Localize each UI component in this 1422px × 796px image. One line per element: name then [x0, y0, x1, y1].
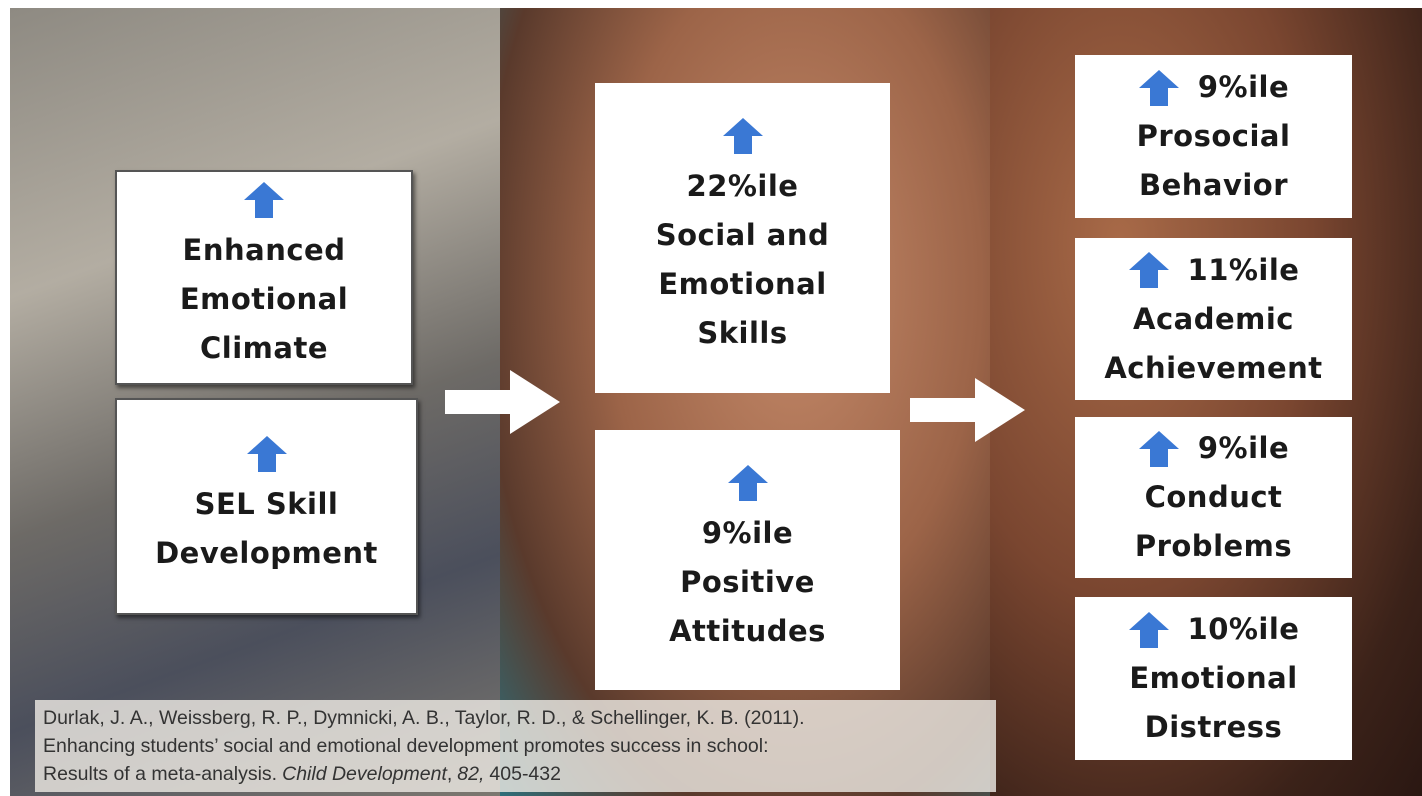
up-arrow: [723, 118, 763, 154]
box-text: Enhanced: [183, 226, 346, 275]
citation-text: Results of a meta-analysis.: [43, 763, 277, 785]
box-line: 9%ile: [1138, 63, 1289, 112]
journal: Child Development: [282, 763, 447, 785]
box-text: Distress: [1145, 703, 1283, 752]
up-arrow-shape: [1139, 431, 1179, 467]
up-arrow-shape: [1139, 70, 1179, 106]
volume: 82,: [457, 763, 484, 785]
box-text: Development: [155, 529, 378, 578]
up-arrow: [1138, 431, 1180, 467]
citation-line: Results of a meta-analysis.Child Develop…: [43, 760, 988, 788]
up-arrow: [247, 436, 287, 472]
box-text: Emotional: [658, 260, 826, 309]
box-text: Emotional: [1129, 654, 1297, 703]
slide: EnhancedEmotionalClimateSEL SkillDevelop…: [0, 0, 1422, 796]
up-arrow: [728, 465, 768, 501]
up-arrow: [1128, 612, 1170, 648]
up-arrow-shape: [1129, 612, 1169, 648]
box-text: Conduct: [1145, 473, 1283, 522]
box-line: 10%ile: [1128, 605, 1300, 654]
box-line: 11%ile: [1128, 246, 1300, 295]
box-text: Problems: [1135, 522, 1292, 571]
up-arrow-shape: [728, 465, 768, 501]
pages: 405-432: [489, 763, 561, 785]
box-text: Academic: [1133, 295, 1294, 344]
citation-line: Enhancing students’ social and emotional…: [43, 732, 988, 760]
up-arrow: [1128, 252, 1170, 288]
box-text: Social and: [656, 211, 830, 260]
box-text: 10%ile: [1188, 605, 1300, 654]
up-arrow: [1138, 70, 1180, 106]
up-arrow-shape: [723, 118, 763, 154]
citation: Durlak, J. A., Weissberg, R. P., Dymnick…: [35, 700, 996, 792]
box-text: Positive: [680, 558, 815, 607]
box-text: SEL Skill: [195, 480, 339, 529]
box-text: Climate: [200, 324, 328, 373]
box-text: Achievement: [1104, 344, 1322, 393]
box-text: Attitudes: [669, 607, 826, 656]
up-arrow-shape: [1129, 252, 1169, 288]
box-text: Skills: [697, 309, 787, 358]
right-arrow: [910, 378, 1025, 442]
box-text: 22%ile: [687, 162, 799, 211]
right-arrow: [445, 370, 560, 434]
box-text: 11%ile: [1188, 246, 1300, 295]
box-text: Behavior: [1139, 161, 1288, 210]
box-text: 9%ile: [702, 509, 793, 558]
up-arrow-shape: [244, 182, 284, 218]
citation-line: Durlak, J. A., Weissberg, R. P., Dymnick…: [43, 704, 988, 732]
up-arrow: [244, 182, 284, 218]
box-text: 9%ile: [1198, 63, 1289, 112]
citation-text: ,: [447, 763, 452, 785]
up-arrow-shape: [247, 436, 287, 472]
box-line: 9%ile: [1138, 424, 1289, 473]
box-text: Emotional: [180, 275, 348, 324]
box-text: Prosocial: [1137, 112, 1291, 161]
box-text: 9%ile: [1198, 424, 1289, 473]
